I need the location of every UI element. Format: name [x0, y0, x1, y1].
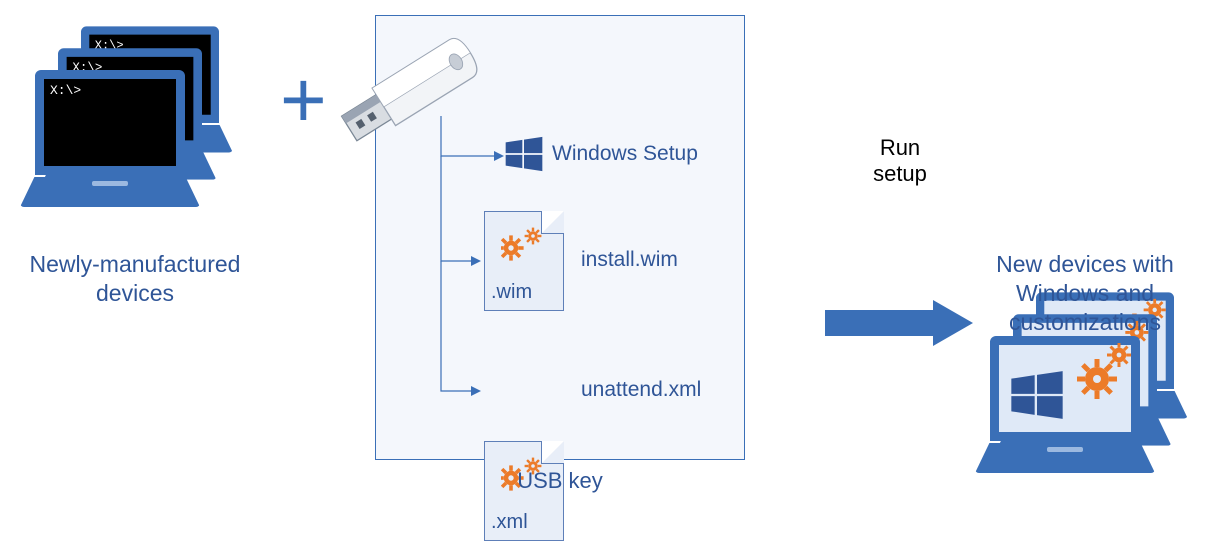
wim-label: install.wim: [581, 248, 678, 272]
label-text: Run: [880, 135, 920, 160]
laptop: [975, 336, 1155, 496]
windows-setup-label: Windows Setup: [552, 142, 698, 166]
usb-box: Windows Setup: [375, 15, 745, 460]
arrow-icon: [825, 300, 975, 346]
xml-label: unattend.xml: [581, 378, 701, 402]
run-setup-label: Run setup: [845, 135, 955, 188]
file-ext: .xml: [491, 511, 528, 534]
plus-icon: +: [280, 60, 327, 140]
usb-drive-icon: [321, 31, 491, 156]
wim-file-icon: .wim: [484, 211, 564, 311]
caption-text: New devices with: [996, 251, 1174, 277]
windows-logo-icon: [1009, 367, 1065, 428]
diagram-root: X:\> X:\> X:\> Newly-manufactured device…: [0, 0, 1219, 515]
gears-icon: [1073, 339, 1137, 408]
windows-logo-icon: [504, 134, 544, 179]
usb-box-caption: USB key: [375, 468, 745, 494]
left-caption: Newly-manufactured devices: [0, 250, 270, 308]
left-laptop-stack: X:\> X:\> X:\>: [20, 20, 260, 240]
caption-text: Newly-manufactured: [30, 251, 241, 277]
caption-text: devices: [96, 280, 174, 306]
caption-text: Windows and: [1016, 280, 1154, 306]
terminal-prompt: X:\>: [50, 83, 81, 98]
plus-symbol: +: [280, 55, 327, 144]
laptop: X:\>: [20, 70, 200, 230]
right-caption: New devices with Windows and customizati…: [955, 250, 1215, 336]
label-text: setup: [873, 161, 927, 186]
gears-icon: [501, 226, 549, 271]
caption-text: customizations: [1009, 309, 1161, 335]
file-ext: .wim: [491, 281, 532, 304]
